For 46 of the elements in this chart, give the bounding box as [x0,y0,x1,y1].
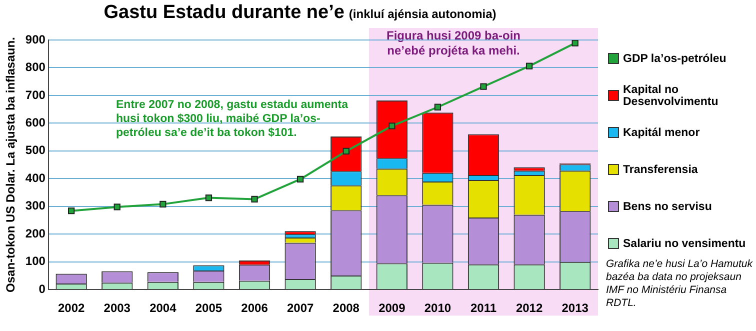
x-tick-label: 2007 [286,301,314,316]
x-tick-label: 2003 [104,301,131,316]
legend-label: Salariu no vensimentu [623,238,746,250]
point [160,200,166,208]
point [296,176,304,183]
text: Grafika ne’e husi La’o Hamutuk bazéa ba data no projeksaun IMF no Ministériu Finansa RDTL. [606,258,754,310]
y-tick-label: 600 [25,116,46,130]
point [480,83,487,90]
x-tick-label: 2011 [470,301,497,316]
y-tick-label: 100 [25,254,46,268]
x-tick-label: 2008 [332,301,360,316]
legend-label: Transferensia [623,164,698,176]
y-axis-title: Osan-tokon US Dolar. La ajusta ba inflasaun. [4,37,18,292]
x-tick-label: 2005 [195,301,222,316]
x-tick-label: 2013 [562,301,589,316]
x-tick-label: 2012 [516,301,543,316]
annotation: Entre 2007 no 2008, gastu estadu aumenta husi tokon $300 liu, maibé GDP la’os-petróleu sa’e de’it ba tokon $101. [116,98,348,140]
point [68,208,75,214]
point [205,194,212,202]
y-tick-label: 0 [38,282,46,296]
point [526,62,533,70]
y-tick-label: 400 [25,170,46,185]
x-tick-label: 2002 [58,301,85,316]
y-tick-label: 800 [25,60,46,74]
legend-label: Kapitál menor [623,126,700,138]
legend-label: Bens no servisu [623,200,712,212]
point [572,40,578,46]
y-tick-label: 500 [25,143,46,158]
point [342,148,350,155]
chart-title: Gastu Estadu durante ne’e [104,2,344,23]
point [251,196,258,203]
point [388,122,396,130]
point [434,104,442,110]
y-tick-label: 900 [25,32,46,46]
y-tick-label: 300 [25,198,46,213]
legend-label: Kapital no Desenvolvimentu [623,84,720,108]
y-tick-label: 200 [25,226,46,240]
x-tick-label: 2009 [378,301,406,316]
band-label: Figura husi 2009 ba-oin ne’ebé projéta ka mehi. [386,28,521,58]
chart-subtitle: (inkluí ajénsia autonomia) [348,7,496,21]
x-tick-label: 2006 [241,301,268,316]
point [114,204,120,210]
x-tick-label: 2010 [424,301,452,316]
x-tick-label: 2004 [150,301,177,316]
legend-label: GDP la’os-petróleu [623,52,726,64]
y-tick-label: 700 [25,88,46,102]
